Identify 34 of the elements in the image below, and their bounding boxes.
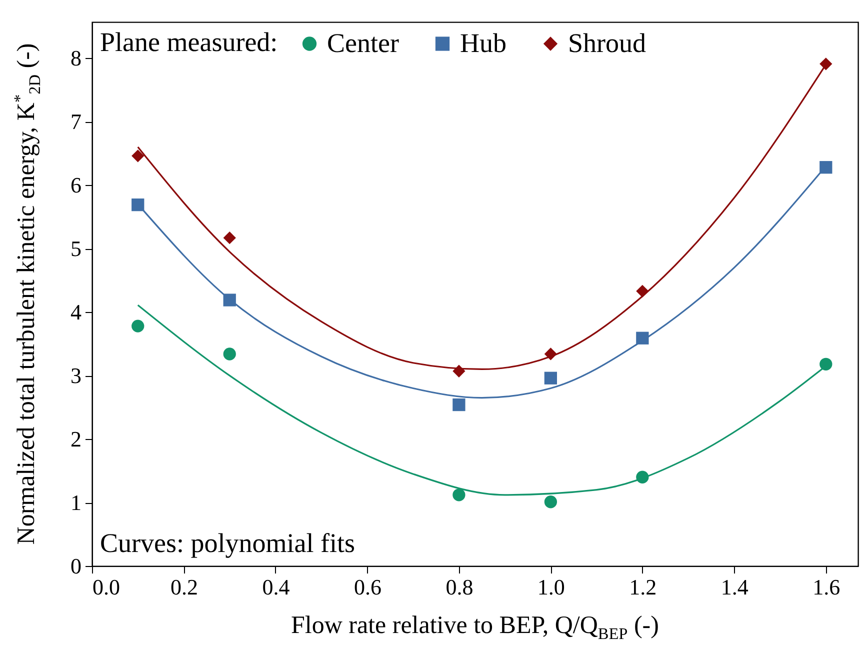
y-tick-label: 2: [70, 426, 82, 452]
point: [820, 358, 832, 370]
x-tick-label: 0.2: [170, 574, 198, 600]
y-tick-label: 0: [70, 554, 82, 578]
point: [544, 372, 558, 384]
y-tick-label: 3: [70, 363, 82, 388]
point: [544, 496, 558, 508]
point: [452, 398, 466, 412]
point: [452, 488, 466, 502]
legend-label: Shroud: [568, 28, 647, 58]
x-axis-title: Flow rate relative to BEP, Q/Q$_{BEP}$ (-): [290, 612, 660, 644]
legend-label: Center: [327, 28, 399, 58]
x-tick-label: 0.6: [354, 574, 382, 600]
x-tick-label: 0.8: [446, 574, 474, 600]
legend-title: Plane measured:: [100, 27, 278, 57]
point: [820, 58, 832, 70]
x-tick-label: 1.6: [812, 574, 840, 600]
y-tick-label: 1: [70, 490, 82, 516]
annotation: Curves: polynomial fits: [100, 528, 355, 558]
y-tick-label: 8: [70, 46, 82, 71]
x-tick-label: 0.0: [92, 574, 120, 600]
x-tick-label: 1.0: [537, 574, 565, 600]
point: [132, 320, 144, 332]
x-tick-label: 1.4: [720, 574, 748, 600]
point: [223, 348, 236, 360]
y-tick-label: 7: [70, 109, 82, 134]
point: [223, 232, 236, 244]
y-tick-label: 5: [70, 236, 82, 262]
y-tick-label: 4: [70, 300, 82, 325]
point: [132, 150, 144, 162]
x-tick-label: 1.2: [629, 574, 657, 600]
legend-label: Hub: [460, 28, 506, 58]
y-tick-label: 6: [70, 172, 82, 198]
x-tick-label: 0.4: [262, 574, 290, 600]
